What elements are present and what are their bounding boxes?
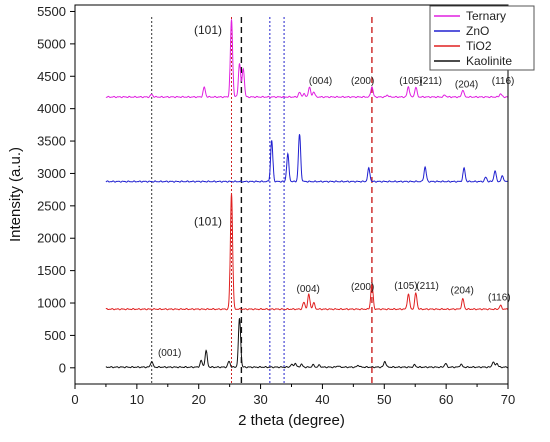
legend-label: ZnO — [466, 24, 489, 38]
peak-annotations: (101)(004) (200) (105)(211) (204) (116)(101)… — [158, 23, 514, 359]
x-tick-label: 40 — [315, 392, 329, 407]
peak-label: (116) — [488, 292, 511, 303]
series-layer — [105, 19, 509, 369]
peak-label: (001) — [158, 348, 181, 359]
peak-label: (101) — [194, 214, 222, 228]
peak-label: (211) — [416, 281, 439, 292]
peak-label: (204) — [451, 285, 474, 296]
peak-label: (105) — [394, 281, 417, 292]
series-line-ternary — [105, 19, 509, 99]
series-line-zno — [105, 134, 509, 183]
y-tick-label: 3000 — [37, 166, 66, 181]
y-tick-label: 1000 — [37, 296, 66, 311]
reference-lines — [151, 17, 373, 384]
peak-label: (204) — [455, 79, 478, 90]
x-tick-label: 30 — [253, 392, 267, 407]
x-tick-label: 0 — [71, 392, 78, 407]
peak-label: (200) — [351, 282, 374, 293]
y-tick-label: 2000 — [37, 231, 66, 246]
y-tick-label: 4000 — [37, 101, 66, 116]
series-line-tio2 — [105, 193, 509, 311]
y-tick-label: 500 — [44, 328, 66, 343]
y-tick-label: 2500 — [37, 198, 66, 213]
y-tick-label: 0 — [59, 360, 66, 375]
peak-label: (116) — [492, 76, 515, 87]
legend-label: Ternary — [466, 9, 506, 23]
x-tick-label: 20 — [191, 392, 205, 407]
peak-label: (101) — [194, 23, 222, 37]
peak-label: (211) — [419, 76, 442, 87]
peak-label: (004) — [309, 76, 332, 87]
y-tick-label: 3500 — [37, 134, 66, 149]
y-axis-title: Intensity (a.u.) — [7, 147, 24, 242]
peak-label: (004) — [297, 284, 320, 295]
x-tick-label: 60 — [439, 392, 453, 407]
y-tick-label: 4500 — [37, 69, 66, 84]
legend-label: TiO2 — [466, 39, 492, 53]
y-tick-label: 1500 — [37, 263, 66, 278]
x-tick-label: 70 — [501, 392, 515, 407]
legend-label: Kaolinite — [466, 54, 512, 68]
y-tick-label: 5000 — [37, 36, 66, 51]
y-tick-label: 5500 — [37, 4, 66, 19]
peak-label: (105) — [399, 76, 422, 87]
x-axis-title: 2 theta (degree) — [238, 412, 345, 429]
x-tick-label: 50 — [377, 392, 391, 407]
x-tick-label: 10 — [130, 392, 144, 407]
series-line-kaolinite — [105, 318, 509, 369]
peak-label: (200) — [351, 76, 374, 87]
axis-ticks: 0 10 20 30 40 50 60 70 0 500 1000 1500 2000 2500 3000 3… — [37, 4, 515, 407]
